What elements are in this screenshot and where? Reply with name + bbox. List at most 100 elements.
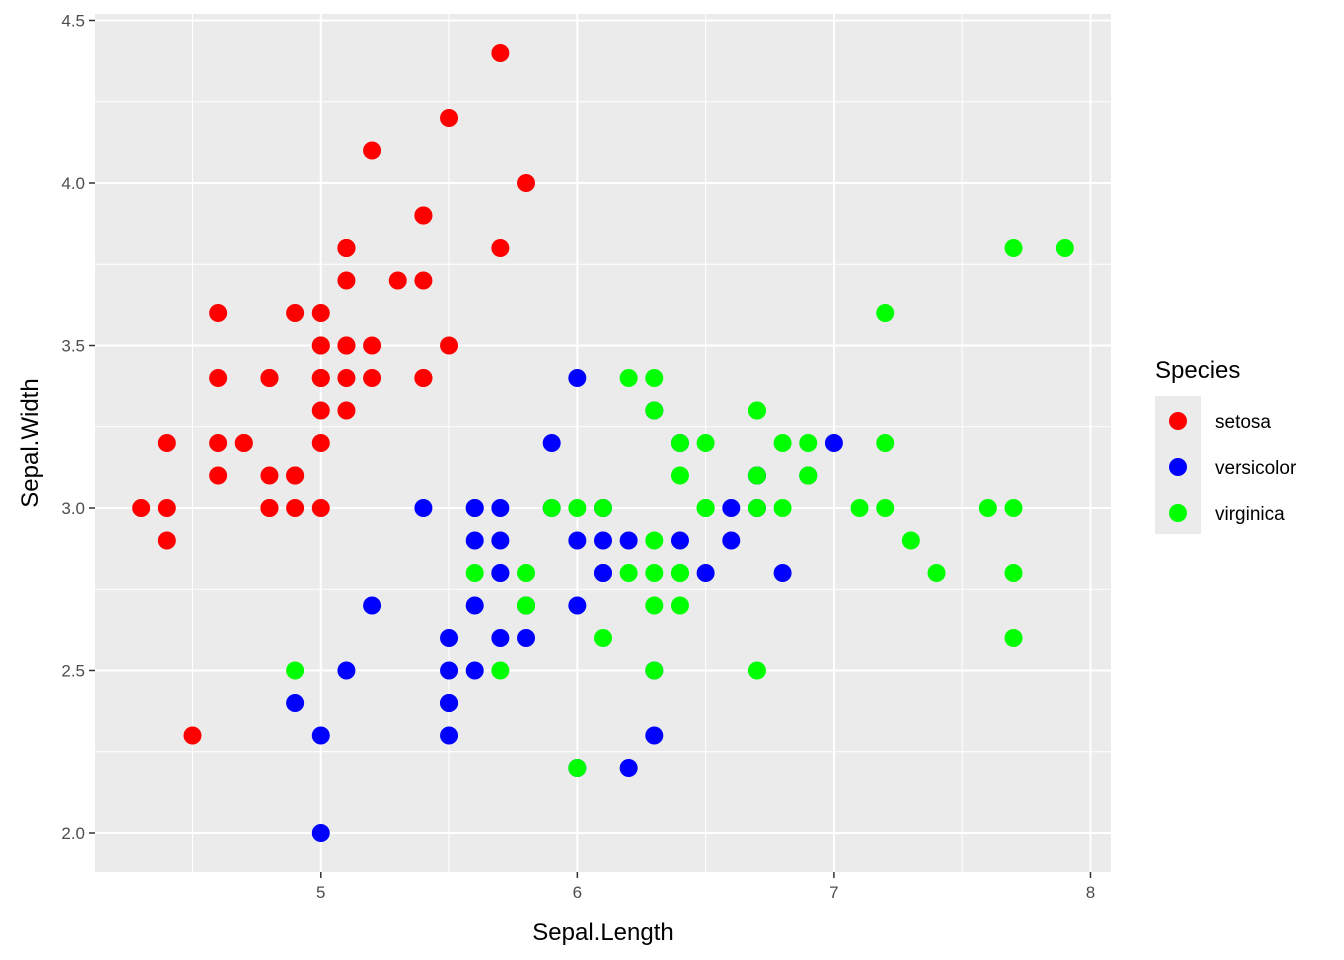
- point-virginica: [491, 661, 510, 680]
- point-setosa: [440, 336, 459, 355]
- point-virginica: [747, 466, 766, 485]
- y-axis: 2.0 2.5 3.0 3.5 4.0 4.5: [61, 12, 95, 843]
- point-setosa: [414, 369, 433, 387]
- point-versicolor: [414, 499, 433, 517]
- point-virginica: [465, 564, 484, 582]
- y-tick-label: 4.0: [61, 174, 85, 193]
- point-versicolor: [645, 726, 664, 745]
- point-virginica: [645, 369, 664, 387]
- point-virginica: [927, 564, 946, 582]
- point-setosa: [209, 466, 228, 485]
- point-versicolor: [670, 531, 689, 550]
- point-versicolor: [619, 531, 638, 550]
- point-setosa: [157, 499, 176, 517]
- point-versicolor: [824, 434, 843, 452]
- point-setosa: [157, 531, 176, 550]
- point-virginica: [978, 499, 997, 517]
- point-versicolor: [568, 596, 587, 615]
- point-virginica: [1055, 239, 1074, 257]
- point-versicolor: [440, 694, 459, 712]
- point-virginica: [670, 466, 689, 485]
- point-virginica: [1004, 239, 1023, 257]
- point-setosa: [337, 239, 356, 257]
- point-setosa: [209, 304, 228, 322]
- legend-items: setosa versicolor virginica: [1169, 412, 1297, 525]
- point-setosa: [363, 336, 382, 355]
- point-virginica: [773, 499, 792, 517]
- point-setosa: [491, 44, 510, 62]
- y-tick-label: 4.5: [61, 12, 85, 31]
- point-virginica: [747, 401, 766, 420]
- point-setosa: [209, 434, 228, 452]
- point-virginica: [901, 531, 920, 550]
- point-virginica: [1004, 499, 1023, 517]
- point-versicolor: [440, 726, 459, 745]
- x-tick-label: 6: [573, 883, 582, 902]
- point-versicolor: [722, 499, 741, 517]
- point-versicolor: [491, 564, 510, 582]
- point-virginica: [645, 564, 664, 582]
- point-versicolor: [440, 629, 459, 647]
- point-virginica: [773, 434, 792, 452]
- point-versicolor: [337, 661, 356, 680]
- point-setosa: [183, 726, 202, 745]
- point-versicolor: [465, 661, 484, 680]
- point-versicolor: [568, 531, 587, 550]
- x-tick-label: 7: [829, 883, 838, 902]
- point-setosa: [311, 499, 330, 517]
- y-tick-label: 3.5: [61, 337, 85, 356]
- point-virginica: [747, 499, 766, 517]
- x-tick-label: 5: [316, 883, 325, 902]
- point-setosa: [337, 369, 356, 387]
- legend-label-virginica: virginica: [1215, 504, 1285, 525]
- point-virginica: [645, 531, 664, 550]
- point-versicolor: [619, 759, 638, 777]
- point-versicolor: [440, 661, 459, 680]
- x-axis: 5 6 7 8: [316, 872, 1095, 902]
- point-virginica: [568, 759, 587, 777]
- point-virginica: [799, 466, 818, 485]
- point-setosa: [157, 434, 176, 452]
- point-virginica: [799, 434, 818, 452]
- point-virginica: [568, 499, 587, 517]
- point-versicolor: [594, 531, 612, 550]
- legend-key-virginica: [1169, 504, 1187, 522]
- point-setosa: [337, 401, 356, 420]
- point-virginica: [670, 434, 689, 452]
- point-virginica: [850, 499, 869, 517]
- point-setosa: [363, 141, 382, 160]
- legend-key-setosa: [1169, 412, 1187, 430]
- point-setosa: [337, 271, 356, 290]
- point-versicolor: [491, 499, 510, 517]
- y-tick-label: 3.0: [61, 499, 85, 518]
- point-virginica: [594, 499, 612, 517]
- point-setosa: [311, 434, 330, 452]
- point-versicolor: [517, 629, 536, 647]
- point-virginica: [286, 661, 305, 680]
- point-versicolor: [773, 564, 792, 582]
- point-virginica: [876, 499, 895, 517]
- point-setosa: [440, 109, 459, 127]
- point-virginica: [619, 369, 638, 387]
- point-versicolor: [594, 564, 612, 582]
- point-virginica: [747, 661, 766, 680]
- point-virginica: [645, 401, 664, 420]
- point-versicolor: [311, 824, 330, 842]
- point-versicolor: [491, 531, 510, 550]
- point-setosa: [234, 434, 253, 452]
- point-setosa: [260, 369, 279, 387]
- point-versicolor: [311, 726, 330, 745]
- y-tick-label: 2.0: [61, 824, 85, 843]
- point-virginica: [696, 499, 715, 517]
- data-points: [132, 44, 1074, 842]
- point-virginica: [696, 434, 715, 452]
- point-versicolor: [286, 694, 305, 712]
- point-setosa: [337, 336, 356, 355]
- point-versicolor: [491, 629, 510, 647]
- point-virginica: [645, 596, 664, 615]
- point-versicolor: [363, 596, 382, 615]
- point-virginica: [876, 434, 895, 452]
- point-versicolor: [465, 499, 484, 517]
- point-virginica: [517, 596, 536, 615]
